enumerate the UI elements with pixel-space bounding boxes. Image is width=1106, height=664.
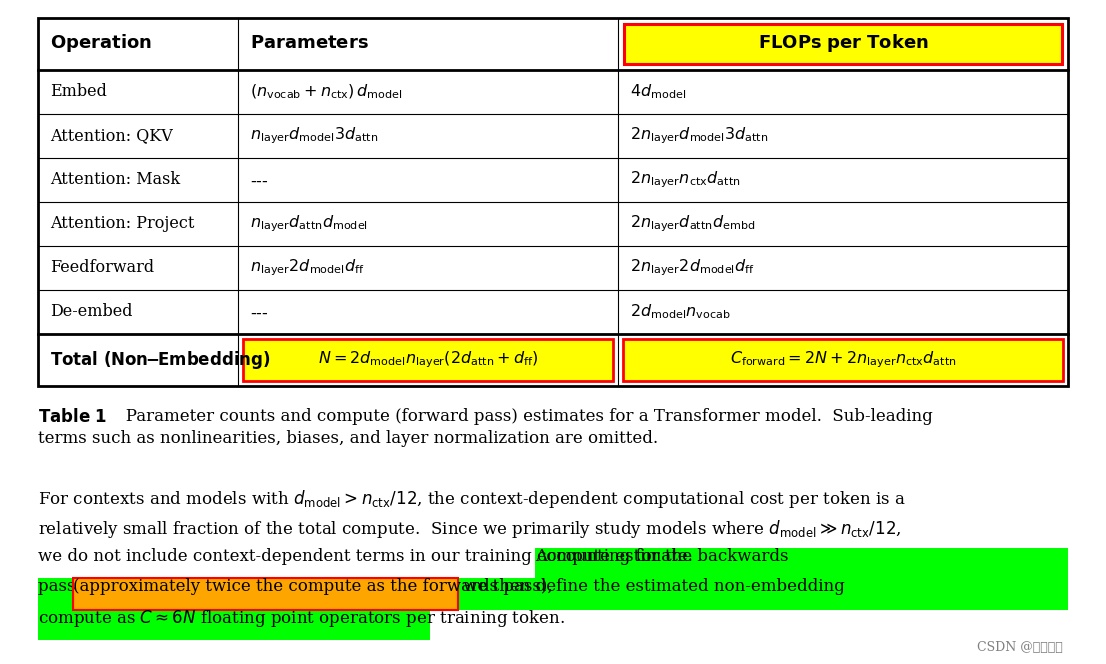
Text: $\mathbf{Table\ 1}$: $\mathbf{Table\ 1}$ <box>38 408 107 426</box>
Text: Attention: Mask: Attention: Mask <box>50 171 180 189</box>
Bar <box>38 578 1068 610</box>
Text: $4d_{\mathrm{model}}$: $4d_{\mathrm{model}}$ <box>630 82 686 102</box>
Text: $2n_{\mathrm{layer}}d_{\mathrm{model}}3d_{\mathrm{attn}}$: $2n_{\mathrm{layer}}d_{\mathrm{model}}3d… <box>630 125 769 146</box>
Text: Attention: QKV: Attention: QKV <box>50 127 173 145</box>
Text: $2n_{\mathrm{layer}}n_{\mathrm{ctx}}d_{\mathrm{attn}}$: $2n_{\mathrm{layer}}n_{\mathrm{ctx}}d_{\… <box>630 170 741 191</box>
Text: Parameter counts and compute (forward pass) estimates for a Transformer model.  : Parameter counts and compute (forward pa… <box>109 408 932 425</box>
Text: $\mathbf{Operation}$: $\mathbf{Operation}$ <box>50 32 152 54</box>
Bar <box>73 578 458 610</box>
Text: $n_{\mathrm{layer}}d_{\mathrm{model}}3d_{\mathrm{attn}}$: $n_{\mathrm{layer}}d_{\mathrm{model}}3d_… <box>250 125 378 146</box>
Bar <box>38 608 430 640</box>
Text: $N=2d_{\mathrm{model}}n_{\mathrm{layer}}(2d_{\mathrm{attn}}+d_{\mathrm{ff}})$: $N=2d_{\mathrm{model}}n_{\mathrm{layer}}… <box>317 350 539 371</box>
Bar <box>535 548 1068 580</box>
Text: Attention: Project: Attention: Project <box>50 216 195 232</box>
Text: $\mathbf{Parameters}$: $\mathbf{Parameters}$ <box>250 34 368 52</box>
Text: $C_{\mathrm{forward}}=2N+2n_{\mathrm{layer}}n_{\mathrm{ctx}}d_{\mathrm{attn}}$: $C_{\mathrm{forward}}=2N+2n_{\mathrm{lay… <box>730 350 957 371</box>
Text: Accounting for the backwards: Accounting for the backwards <box>535 548 789 565</box>
Bar <box>624 24 1062 64</box>
Text: $2n_{\mathrm{layer}}2d_{\mathrm{model}}d_{\mathrm{ff}}$: $2n_{\mathrm{layer}}2d_{\mathrm{model}}d… <box>630 258 755 278</box>
Bar <box>38 18 1068 386</box>
Text: $\mathbf{FLOPs\ per\ Token}$: $\mathbf{FLOPs\ per\ Token}$ <box>758 32 928 54</box>
Bar <box>623 339 1063 381</box>
Text: $2d_{\mathrm{model}}n_{\mathrm{vocab}}$: $2d_{\mathrm{model}}n_{\mathrm{vocab}}$ <box>630 303 731 321</box>
Text: $\text{---}$: $\text{---}$ <box>250 303 269 321</box>
Text: De-embed: De-embed <box>50 303 133 321</box>
Text: For contexts and models with $d_{\mathrm{model}}>n_{\mathrm{ctx}}/12$, the conte: For contexts and models with $d_{\mathrm… <box>38 488 906 510</box>
Text: Feedforward: Feedforward <box>50 260 154 276</box>
Text: $(n_{\mathrm{vocab}}+n_{\mathrm{ctx}})\,d_{\mathrm{model}}$: $(n_{\mathrm{vocab}}+n_{\mathrm{ctx}})\,… <box>250 83 403 101</box>
Text: $n_{\mathrm{layer}}2d_{\mathrm{model}}d_{\mathrm{ff}}$: $n_{\mathrm{layer}}2d_{\mathrm{model}}d_… <box>250 258 365 278</box>
Text: $\mathbf{Total\ (Non\!\!-\!\!Embedding)}$: $\mathbf{Total\ (Non\!\!-\!\!Embedding)}… <box>50 349 271 371</box>
Bar <box>73 578 458 610</box>
Text: (approximately twice the compute as the forwards pass),: (approximately twice the compute as the … <box>73 578 553 595</box>
Bar <box>243 339 613 381</box>
Text: CSDN @微风小墨: CSDN @微风小墨 <box>978 641 1063 654</box>
Text: Embed: Embed <box>50 84 107 100</box>
Text: $n_{\mathrm{layer}}d_{\mathrm{attn}}d_{\mathrm{model}}$: $n_{\mathrm{layer}}d_{\mathrm{attn}}d_{\… <box>250 214 368 234</box>
Text: pass: pass <box>38 578 81 595</box>
Text: $2n_{\mathrm{layer}}d_{\mathrm{attn}}d_{\mathrm{embd}}$: $2n_{\mathrm{layer}}d_{\mathrm{attn}}d_{… <box>630 214 755 234</box>
Text: terms such as nonlinearities, biases, and layer normalization are omitted.: terms such as nonlinearities, biases, an… <box>38 430 658 447</box>
Text: we do not include context-dependent terms in our training compute estimate.: we do not include context-dependent term… <box>38 548 698 565</box>
Text: relatively small fraction of the total compute.  Since we primarily study models: relatively small fraction of the total c… <box>38 518 901 540</box>
Text: $\text{---}$: $\text{---}$ <box>250 171 269 189</box>
Text: compute as $C\approx6N$ floating point operators per training token.: compute as $C\approx6N$ floating point o… <box>38 608 565 629</box>
Text: we then define the estimated non-embedding: we then define the estimated non-embeddi… <box>458 578 845 595</box>
